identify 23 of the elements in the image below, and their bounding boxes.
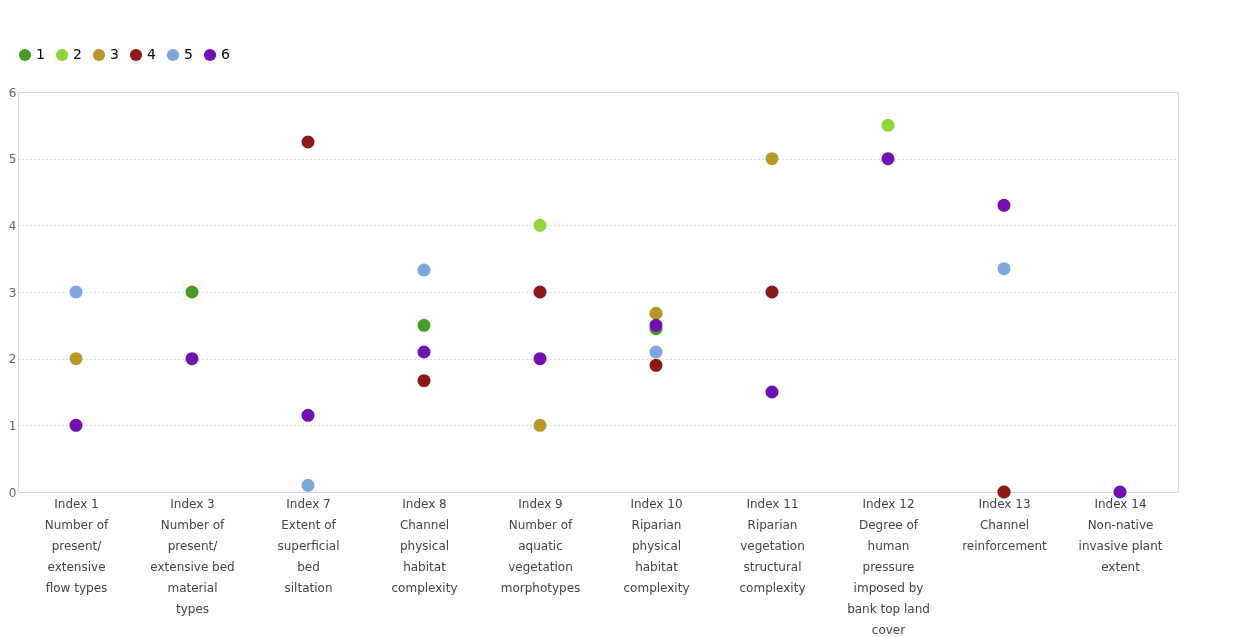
y-tick-label: 2: [8, 352, 17, 367]
y-tick-label: 0: [8, 485, 17, 500]
y-tick-label: 6: [8, 85, 17, 100]
x-tick-label: Index 1 Number of present/ extensive flow types: [44, 496, 110, 595]
x-tick-label: Index 14 Non-native invasive plant extent: [1078, 496, 1163, 574]
legend-label: 3: [110, 46, 119, 62]
x-tick-label: Index 10 Riparian physical habitat complexity: [623, 496, 690, 595]
x-tick-label: Index 13 Channel reinforcement: [962, 496, 1048, 553]
y-tick-label: 4: [8, 218, 17, 233]
x-tick-label: Index 3 Number of present/ extensive bed material types: [150, 496, 235, 616]
x-tick-label: Index 9 Number of aquatic vegetation morphotypes: [500, 496, 581, 595]
x-tick-label: Index 7 Extent of superficial bed siltation: [277, 496, 340, 595]
legend-label: 4: [147, 46, 156, 62]
y-tick-label: 5: [8, 152, 17, 167]
legend-label: 2: [73, 46, 82, 62]
legend-label: 5: [184, 46, 193, 62]
legend-label: 6: [221, 46, 230, 62]
x-tick-label: Index 12 Degree of human pressure imposed by bank top land cover: [847, 496, 930, 637]
x-tick-label: Index 11 Riparian vegetation structural complexity: [739, 496, 806, 595]
y-tick-label: 1: [8, 418, 17, 433]
x-tick-label: Index 8 Channel physical habitat complexity: [391, 496, 458, 595]
y-tick-label: 3: [8, 285, 17, 300]
legend-label: 1: [36, 46, 45, 62]
